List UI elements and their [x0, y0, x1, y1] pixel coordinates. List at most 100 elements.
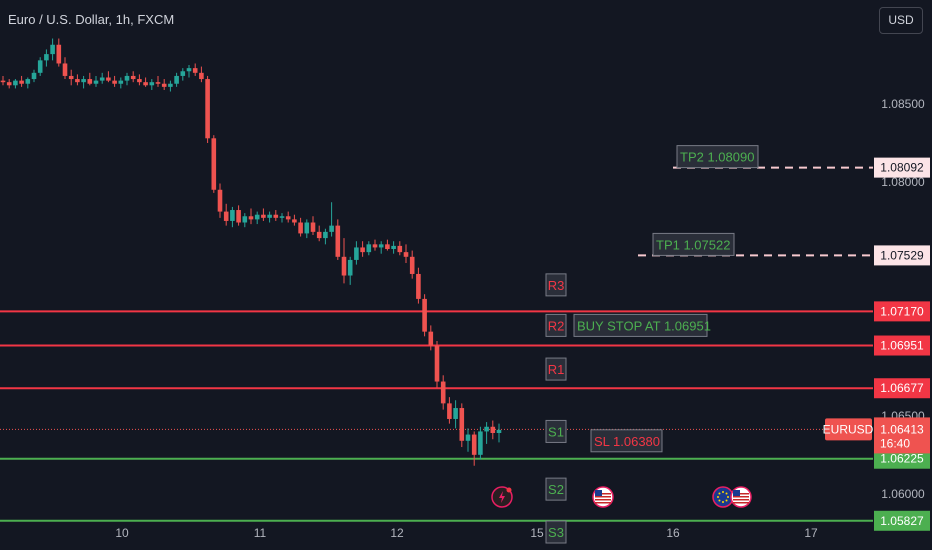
us-event-icon[interactable]	[592, 486, 614, 508]
chart-title: Euro / U.S. Dollar, 1h, FXCM	[8, 12, 175, 27]
candle-body	[273, 214, 279, 218]
flag-stripe	[733, 493, 749, 495]
flag-canton	[733, 490, 740, 496]
candle-body	[199, 72, 204, 80]
candle	[447, 397, 452, 424]
candle	[403, 244, 409, 264]
flag-stripe	[733, 499, 749, 501]
candle	[434, 341, 440, 388]
axis-tp-label-text: 1.07529	[880, 248, 924, 262]
candle	[6, 79, 12, 89]
candle-body	[440, 381, 446, 404]
candle	[149, 79, 155, 90]
axis-price-label-text: 1.06225	[880, 452, 924, 466]
candle	[143, 77, 148, 87]
axis-price-label-text: 1.07170	[880, 304, 924, 318]
y-axis-tick-label: 1.06000	[881, 487, 925, 501]
candle-body	[180, 71, 186, 76]
candle-body	[323, 231, 328, 239]
tp-label-text: TP2 1.08090	[680, 150, 754, 165]
candle	[471, 431, 477, 466]
candle	[112, 75, 117, 87]
candle	[56, 38, 62, 67]
pivot-label-r3: R3	[545, 273, 567, 297]
annotation-text: BUY STOP AT 1.06951	[577, 318, 711, 333]
pivot-label-text: S3	[548, 525, 564, 540]
candle	[267, 211, 272, 223]
candle	[186, 65, 192, 78]
candle	[298, 217, 303, 237]
candle-body	[378, 244, 384, 248]
candle-body	[130, 75, 136, 80]
candle	[62, 57, 68, 80]
tp-label-text: TP1 1.07522	[656, 237, 730, 252]
us-event-icon[interactable]	[730, 486, 752, 508]
candle-body	[366, 244, 372, 253]
candle	[484, 422, 489, 444]
countdown-text: 16:40	[880, 436, 910, 450]
candle	[316, 225, 322, 242]
candle-body	[174, 75, 179, 84]
pivot-label-r2: R2	[545, 313, 567, 337]
candle-body	[422, 298, 427, 332]
candle	[106, 71, 111, 83]
candle	[19, 75, 24, 87]
candle-body	[298, 222, 303, 234]
axis-price-label-bg	[874, 301, 930, 322]
event-markers	[491, 486, 752, 508]
candle	[137, 74, 142, 86]
candle	[422, 294, 427, 337]
candle	[354, 241, 359, 265]
candle-body	[403, 252, 409, 257]
x-axis: 10 11 12 15 16 17	[115, 526, 818, 540]
candle-body	[478, 431, 483, 455]
candle-body	[471, 434, 477, 455]
candle	[453, 400, 458, 429]
flag-stripe	[733, 502, 749, 504]
candle	[341, 238, 347, 284]
candle	[50, 38, 55, 61]
pivot-label-s1: S1	[545, 419, 567, 443]
flag-stripe	[595, 502, 611, 504]
candle	[0, 75, 6, 86]
candle	[385, 239, 390, 251]
candle-body	[304, 222, 310, 234]
candle	[391, 241, 396, 254]
candle-body	[261, 214, 266, 218]
flag-stripe	[733, 496, 749, 498]
eu-event-icon[interactable]	[712, 486, 734, 508]
candle-body	[465, 434, 471, 441]
candle-body	[434, 345, 440, 382]
pivot-label-box	[545, 313, 567, 337]
flash-event-icon[interactable]	[491, 486, 513, 508]
flag-stripe	[595, 496, 611, 498]
candle	[192, 63, 198, 76]
x-axis-tick-label: 15	[530, 526, 544, 540]
candle	[37, 57, 43, 76]
candle	[44, 49, 49, 67]
candle-body	[137, 79, 142, 83]
candle	[13, 79, 18, 89]
axis-price-label-bg	[874, 448, 930, 469]
currency-button[interactable]: USD	[879, 7, 923, 34]
x-axis-tick-label: 10	[115, 526, 129, 540]
flag-stripe	[595, 499, 611, 501]
candle-body	[37, 60, 43, 73]
candle-body	[490, 426, 496, 433]
candle	[292, 214, 297, 226]
candle-body	[149, 82, 155, 86]
candle-body	[416, 273, 421, 299]
candle	[416, 267, 421, 304]
candle-body	[205, 79, 210, 139]
candle-body	[242, 216, 248, 223]
candle-body	[279, 216, 285, 218]
candle-body	[453, 408, 458, 419]
candle-body	[428, 331, 434, 346]
flag-star	[725, 499, 728, 502]
candle	[205, 75, 210, 143]
flag-star	[727, 496, 729, 498]
flag-star	[718, 492, 721, 495]
axis-price-label-bg	[874, 510, 930, 531]
candle	[465, 428, 471, 452]
